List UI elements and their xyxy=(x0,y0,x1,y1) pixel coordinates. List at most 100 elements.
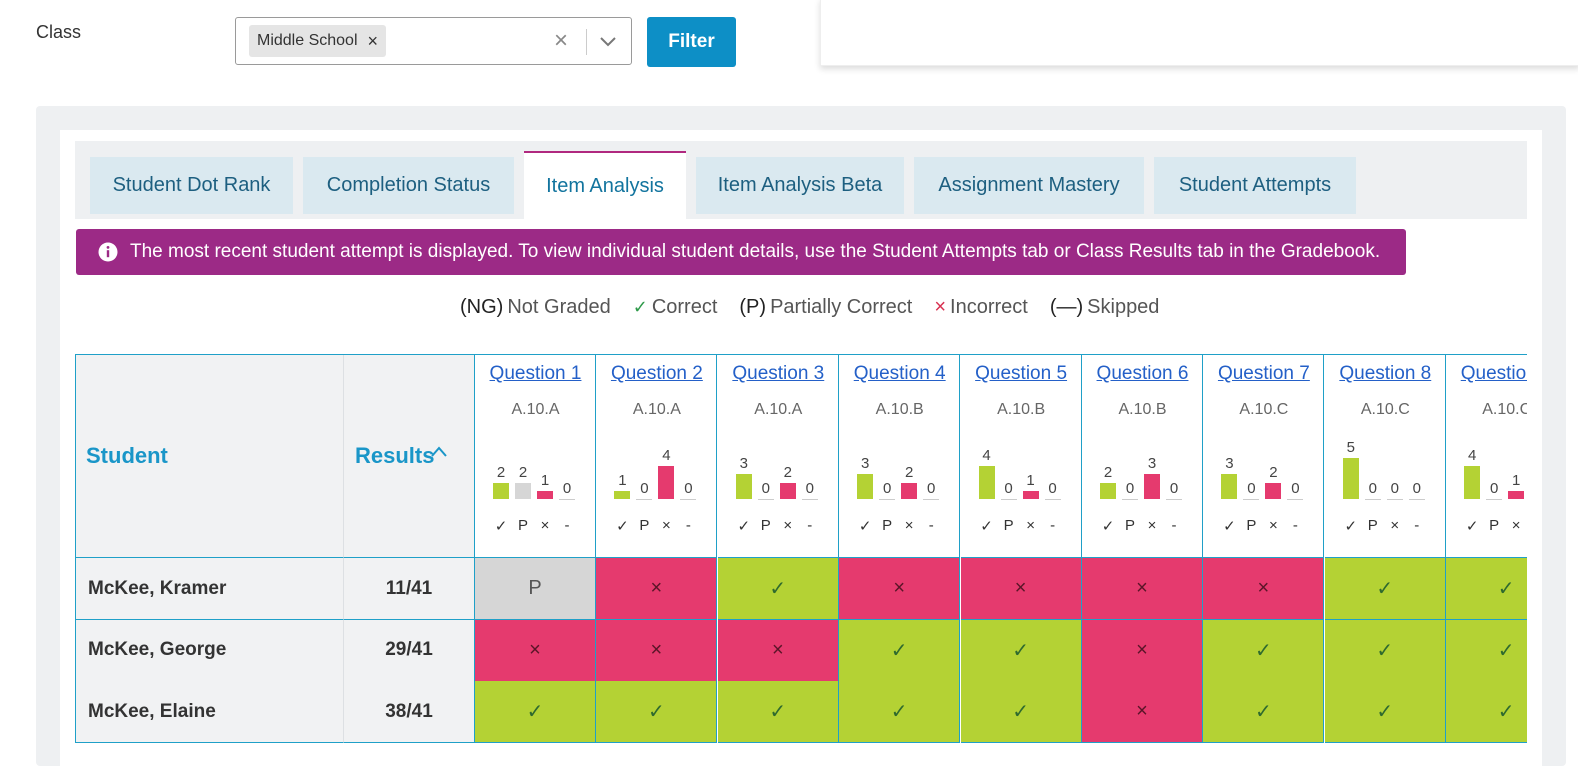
response-cell[interactable]: ✓ xyxy=(839,619,961,682)
response-count-label: 0 xyxy=(1169,480,1179,497)
student-name[interactable]: McKee, Kramer xyxy=(75,558,344,620)
response-cell[interactable]: × xyxy=(1082,681,1203,743)
response-cell[interactable]: ✓ xyxy=(1324,681,1446,743)
response-count-label: 0 xyxy=(1390,480,1399,497)
question-standard: A.10.C xyxy=(1482,401,1527,418)
class-select[interactable]: Middle School × × xyxy=(235,17,632,65)
response-bar-baseline xyxy=(1243,499,1260,500)
results-column-header[interactable]: Results xyxy=(344,355,475,558)
response-count-label: 3 xyxy=(861,455,870,473)
response-count-label: 0 xyxy=(883,480,892,497)
response-type-label: - xyxy=(1292,517,1298,534)
question-link[interactable]: Question 1 xyxy=(489,363,582,384)
response-cell[interactable]: ✓ xyxy=(839,681,961,743)
response-cell[interactable]: × xyxy=(839,558,961,620)
response-bar-baseline xyxy=(1044,499,1061,500)
response-cell[interactable]: ✓ xyxy=(1324,619,1446,682)
response-count-label: 2 xyxy=(783,463,792,481)
response-type-label: - xyxy=(1050,517,1056,534)
response-cell[interactable]: ✓ xyxy=(596,681,718,743)
chip-remove-icon[interactable]: × xyxy=(367,30,379,51)
response-cell[interactable]: ✓ xyxy=(1324,558,1446,620)
response-type-label: × xyxy=(1269,517,1278,534)
response-cell[interactable]: ✓ xyxy=(960,619,1082,682)
tab-assignment-mastery[interactable]: Assignment Mastery xyxy=(914,157,1144,214)
response-cell[interactable]: × xyxy=(960,558,1082,620)
response-cell[interactable]: × xyxy=(1203,558,1325,620)
response-cell[interactable]: ✓ xyxy=(1203,619,1325,682)
response-cell[interactable]: ✓ xyxy=(717,681,839,743)
question-link[interactable]: Question 8 xyxy=(1339,363,1432,384)
response-cell[interactable]: × xyxy=(1082,619,1203,682)
response-cell[interactable]: × xyxy=(717,619,839,682)
response-type-label: ✓ xyxy=(1223,518,1236,535)
response-count-label: 0 xyxy=(805,480,814,497)
response-cell[interactable]: P xyxy=(475,558,596,620)
clear-selection-icon[interactable]: × xyxy=(554,27,569,54)
response-bar xyxy=(515,482,531,499)
question-response-chart: 3 ✓ 0 P 2 × 0 - xyxy=(839,455,960,545)
response-bar xyxy=(493,482,509,499)
response-bar-baseline xyxy=(879,499,896,500)
response-type-label: ✓ xyxy=(737,518,751,535)
response-cell[interactable]: ✓ xyxy=(1203,681,1325,743)
question-link[interactable]: Question 6 xyxy=(1096,363,1189,384)
legend-skipped-text: Skipped xyxy=(1087,296,1160,318)
question-column-header: Question 9A.10.C4✓0P1×0- xyxy=(1446,355,1527,558)
tab-completion-status[interactable]: Completion Status xyxy=(303,157,514,214)
select-separator xyxy=(586,29,587,55)
response-bar xyxy=(614,490,631,499)
response-count-label: 0 xyxy=(927,480,936,497)
tab-student-dot-rank[interactable]: Student Dot Rank xyxy=(90,157,293,214)
response-type-label: × xyxy=(1026,517,1035,534)
student-name[interactable]: McKee, George xyxy=(75,619,344,682)
tab-student-attempts[interactable]: Student Attempts xyxy=(1154,157,1356,214)
response-cell[interactable]: ✓ xyxy=(475,681,596,743)
student-column-header[interactable]: Student xyxy=(75,355,344,558)
response-type-label: - xyxy=(1414,517,1420,534)
x-icon: × xyxy=(934,296,947,318)
question-link[interactable]: Question 2 xyxy=(610,363,703,384)
response-cell[interactable]: ✓ xyxy=(1446,681,1527,743)
student-name[interactable]: McKee, Elaine xyxy=(75,681,344,743)
question-standard: A.10.A xyxy=(754,401,803,418)
response-type-label: P xyxy=(1003,517,1014,534)
question-column-header: Question 4 A.10.B 3 ✓ 0 P 2 × 0 - xyxy=(839,355,961,558)
question-response-chart: 5 ✓ 0 P 0 × 0 - xyxy=(1325,439,1446,545)
response-type-label: ✓ xyxy=(494,518,508,535)
question-column-header: Question 3 A.10.A 3 ✓ 0 P 2 × 0 - xyxy=(717,355,839,558)
response-count-label: 1 xyxy=(540,471,550,489)
response-cell[interactable]: ✓ xyxy=(1446,558,1527,620)
question-standard: A.10.B xyxy=(997,401,1046,418)
response-cell[interactable]: × xyxy=(1082,558,1203,620)
response-type-label: ✓ xyxy=(1344,518,1358,535)
response-type-label: P xyxy=(1367,517,1378,534)
sort-ascending-icon[interactable] xyxy=(430,445,448,459)
response-cell[interactable]: × xyxy=(475,619,596,682)
response-count-label: 3 xyxy=(1225,455,1234,473)
response-type-label: × xyxy=(904,517,914,534)
response-type-label: P xyxy=(1246,517,1257,534)
response-cell[interactable]: ✓ xyxy=(960,681,1082,743)
question-column-header: Question 2 A.10.A 1 ✓ 0 P 4 × 0 - xyxy=(596,355,718,558)
legend-ng-symbol: (NG) xyxy=(460,296,504,318)
chevron-down-icon[interactable] xyxy=(599,34,617,48)
legend-not-graded: (NG) Not Graded xyxy=(460,296,611,319)
question-link[interactable]: Question 5 xyxy=(975,363,1068,384)
response-count-label: 3 xyxy=(1147,455,1157,473)
response-cell[interactable]: ✓ xyxy=(717,558,839,620)
filter-button[interactable]: Filter xyxy=(647,17,736,67)
legend-skipped-symbol: (—) xyxy=(1049,296,1084,318)
response-cell[interactable]: × xyxy=(596,619,718,682)
response-cell[interactable]: × xyxy=(596,558,718,620)
question-column-header: Question 5 A.10.B 4 ✓ 0 P 1 × 0 - xyxy=(960,355,1082,558)
question-link[interactable]: Question 4 xyxy=(853,363,946,384)
question-link[interactable]: Question 7 xyxy=(1217,363,1310,384)
response-count-label: 0 xyxy=(1490,480,1499,497)
response-cell[interactable]: ✓ xyxy=(1446,619,1527,682)
tab-item-analysis[interactable]: Item Analysis xyxy=(524,151,686,219)
tab-item-analysis-beta[interactable]: Item Analysis Beta xyxy=(696,157,904,214)
question-response-chart: 3 ✓ 0 P 2 × 0 - xyxy=(718,455,839,545)
question-link[interactable]: Question 9 xyxy=(1460,363,1527,384)
question-link[interactable]: Question 3 xyxy=(732,363,825,384)
